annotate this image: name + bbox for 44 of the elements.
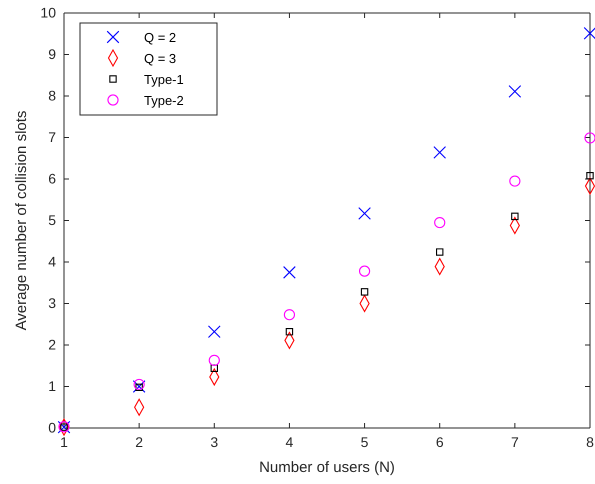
y-tick-label: 2 bbox=[48, 336, 56, 352]
point bbox=[208, 354, 220, 366]
x-axis-title: Number of users (N) bbox=[259, 459, 395, 476]
y-tick-label: 7 bbox=[48, 128, 56, 145]
legend-label: Type-2 bbox=[144, 93, 184, 108]
y-tick-label: 6 bbox=[48, 170, 56, 186]
point bbox=[134, 378, 145, 390]
legend-label: Type-1 bbox=[144, 72, 184, 87]
point bbox=[360, 288, 368, 296]
y-axis-title: Average number of collision slots bbox=[13, 110, 30, 330]
point bbox=[511, 212, 519, 220]
y-tick-label: 1 bbox=[48, 378, 56, 394]
x-tick-label: 7 bbox=[510, 434, 519, 450]
x-tick-label: 6 bbox=[436, 434, 444, 450]
point bbox=[434, 216, 446, 228]
point bbox=[210, 364, 218, 372]
x-tick-label: 5 bbox=[360, 434, 369, 450]
y-tick-label: 5 bbox=[48, 212, 56, 228]
x-tick-label: 1 bbox=[60, 434, 68, 450]
x-tick-label: 4 bbox=[286, 434, 294, 450]
y-tick-label: 3 bbox=[48, 294, 56, 311]
x-tick-label: 3 bbox=[210, 434, 218, 450]
point bbox=[433, 146, 446, 159]
point bbox=[284, 309, 296, 320]
point bbox=[283, 266, 296, 279]
y-tick-label: 10 bbox=[40, 4, 56, 20]
point bbox=[358, 207, 371, 220]
point bbox=[508, 85, 522, 98]
point bbox=[436, 248, 444, 256]
point bbox=[286, 328, 294, 336]
point bbox=[358, 266, 370, 277]
legend-label: Q = 3 bbox=[144, 51, 176, 66]
point bbox=[586, 172, 594, 180]
x-tick-label: 2 bbox=[135, 434, 144, 450]
x-tick-label: 8 bbox=[586, 434, 594, 450]
point bbox=[132, 380, 146, 393]
y-tick-label: 9 bbox=[48, 46, 56, 62]
legend-label: Q = 2 bbox=[144, 30, 176, 45]
y-tick-label: 4 bbox=[48, 253, 56, 270]
point bbox=[208, 325, 221, 338]
point bbox=[584, 132, 595, 144]
y-tick-label: 8 bbox=[48, 87, 56, 104]
point bbox=[509, 175, 520, 187]
y-tick-label: 0 bbox=[48, 419, 56, 436]
